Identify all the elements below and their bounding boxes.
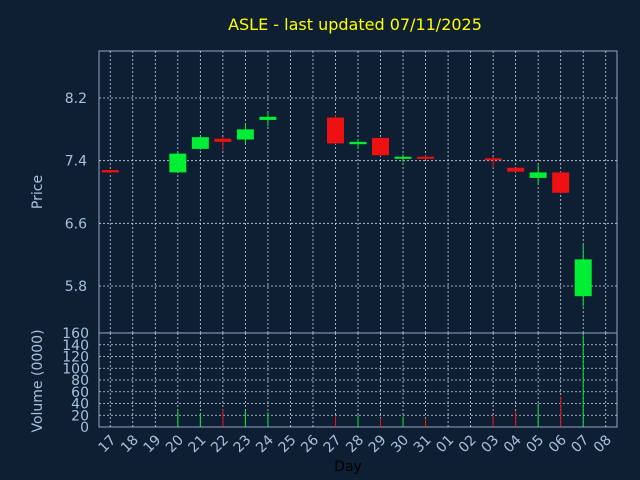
volume-tick-label: 40 [71, 397, 89, 413]
candle-body [169, 153, 187, 173]
price-tick-label: 7.4 [65, 154, 87, 170]
candle-body [574, 259, 592, 297]
candle-body [236, 129, 254, 140]
volume-panel [98, 332, 618, 428]
price-panel [98, 50, 618, 334]
candle-body [529, 172, 547, 178]
candle-body [484, 158, 502, 161]
candle-body [191, 137, 209, 149]
x-axis-label: Day [334, 459, 362, 475]
candle-body [394, 156, 412, 159]
candle-body [417, 156, 435, 159]
volume-tick-label: 140 [62, 338, 89, 354]
volume-tick-label: 20 [71, 408, 89, 424]
candle-body [507, 167, 525, 172]
price-tick-label: 5.8 [65, 279, 87, 295]
candle-body [326, 117, 344, 144]
candle-body [372, 137, 390, 156]
volume-tick-label: 120 [62, 350, 89, 366]
volume-axis-label: Volume (0000) [30, 329, 46, 432]
candle-body [349, 141, 367, 145]
candle-body [259, 116, 277, 120]
volume-tick-label: 80 [71, 373, 89, 389]
price-axis-label: Price [30, 175, 46, 209]
volume-tick-label: 160 [62, 326, 89, 342]
price-tick-label: 8.2 [65, 91, 87, 107]
price-tick-label: 6.6 [65, 216, 87, 232]
volume-tick-label: 0 [80, 420, 89, 436]
candle-body [552, 172, 570, 193]
volume-tick-label: 60 [71, 385, 89, 401]
candle-body [101, 170, 119, 173]
candle-body [214, 138, 232, 142]
chart-title: ASLE - last updated 07/11/2025 [228, 15, 482, 34]
volume-tick-label: 100 [62, 361, 89, 377]
